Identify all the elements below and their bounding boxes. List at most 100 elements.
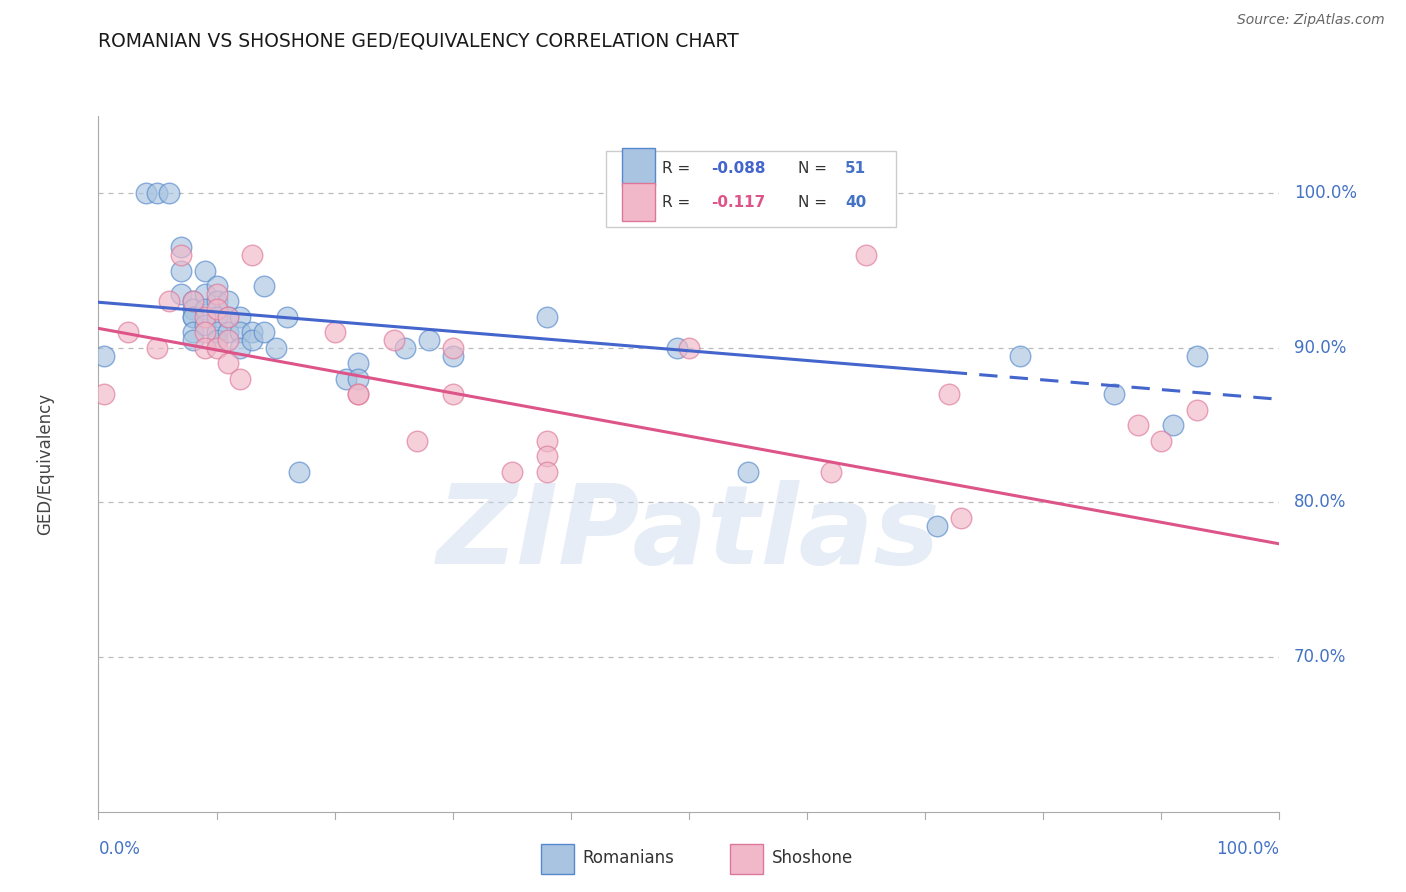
Point [666, 341, 689, 355]
Text: 0.0%: 0.0% [98, 839, 141, 857]
Point [170, 286, 193, 301]
Point [240, 333, 263, 347]
Point [93, 387, 115, 401]
Bar [621, 183, 655, 221]
Point [536, 434, 558, 448]
Point [253, 279, 276, 293]
Point [323, 326, 346, 340]
Text: -0.117: -0.117 [711, 195, 766, 211]
Point [938, 387, 960, 401]
Text: N =: N = [797, 161, 831, 176]
Point [93, 349, 115, 363]
Point [382, 333, 405, 347]
Point [229, 310, 252, 324]
Point [194, 318, 217, 332]
Point [536, 465, 558, 479]
Point [205, 341, 228, 355]
Point [181, 310, 204, 324]
Point [217, 333, 239, 347]
Text: 100.0%: 100.0% [1216, 839, 1279, 857]
Point [536, 310, 558, 324]
Text: 90.0%: 90.0% [1294, 339, 1346, 357]
Point [217, 310, 239, 324]
Text: Romanians: Romanians [582, 849, 675, 867]
Point [194, 310, 217, 324]
Text: Shoshone: Shoshone [772, 849, 853, 867]
Point [441, 387, 464, 401]
Point [418, 333, 440, 347]
Point [157, 294, 180, 309]
Text: Source: ZipAtlas.com: Source: ZipAtlas.com [1237, 13, 1385, 28]
Point [217, 356, 239, 370]
Point [264, 341, 287, 355]
Text: -0.088: -0.088 [711, 161, 766, 176]
Point [536, 449, 558, 463]
Point [844, 186, 866, 201]
Point [501, 465, 523, 479]
Point [205, 310, 228, 324]
Point [217, 294, 239, 309]
Point [1185, 402, 1208, 417]
Point [181, 333, 204, 347]
Text: ZIPatlas: ZIPatlas [437, 480, 941, 587]
Point [194, 286, 217, 301]
Point [347, 356, 370, 370]
Text: 70.0%: 70.0% [1294, 648, 1346, 666]
Text: R =: R = [662, 161, 695, 176]
Point [441, 341, 464, 355]
Point [1102, 387, 1125, 401]
Point [135, 186, 157, 201]
Point [170, 240, 193, 254]
Point [240, 326, 263, 340]
Point [253, 326, 276, 340]
Point [1008, 349, 1031, 363]
Point [181, 294, 204, 309]
Point [205, 302, 228, 317]
Point [205, 279, 228, 293]
Point [949, 511, 972, 525]
Point [181, 310, 204, 324]
Point [146, 341, 169, 355]
Point [181, 294, 204, 309]
Point [117, 326, 139, 340]
Point [394, 341, 416, 355]
Point [194, 263, 217, 277]
Text: R =: R = [662, 195, 700, 211]
Point [229, 326, 252, 340]
Point [194, 326, 217, 340]
Bar [541, 844, 575, 874]
Point [1161, 418, 1184, 433]
Text: 40: 40 [845, 195, 866, 211]
Point [205, 294, 228, 309]
Point [240, 248, 263, 262]
Text: N =: N = [797, 195, 831, 211]
Text: 80.0%: 80.0% [1294, 493, 1346, 511]
Point [194, 341, 217, 355]
Point [146, 186, 169, 201]
Point [925, 518, 948, 533]
Point [205, 326, 228, 340]
Point [181, 302, 204, 317]
Point [1126, 418, 1149, 433]
Point [229, 372, 252, 386]
Text: GED/Equivalency: GED/Equivalency [37, 392, 55, 535]
Point [347, 387, 370, 401]
Bar [730, 844, 763, 874]
Point [229, 341, 252, 355]
Point [170, 263, 193, 277]
Point [276, 310, 298, 324]
Point [288, 465, 311, 479]
Point [205, 333, 228, 347]
Point [441, 349, 464, 363]
Point [855, 248, 877, 262]
Point [820, 465, 842, 479]
Point [157, 186, 180, 201]
FancyBboxPatch shape [606, 151, 896, 227]
Point [217, 310, 239, 324]
Point [347, 387, 370, 401]
Point [1185, 349, 1208, 363]
Point [335, 372, 357, 386]
Point [406, 434, 429, 448]
Point [347, 372, 370, 386]
Text: 51: 51 [845, 161, 866, 176]
